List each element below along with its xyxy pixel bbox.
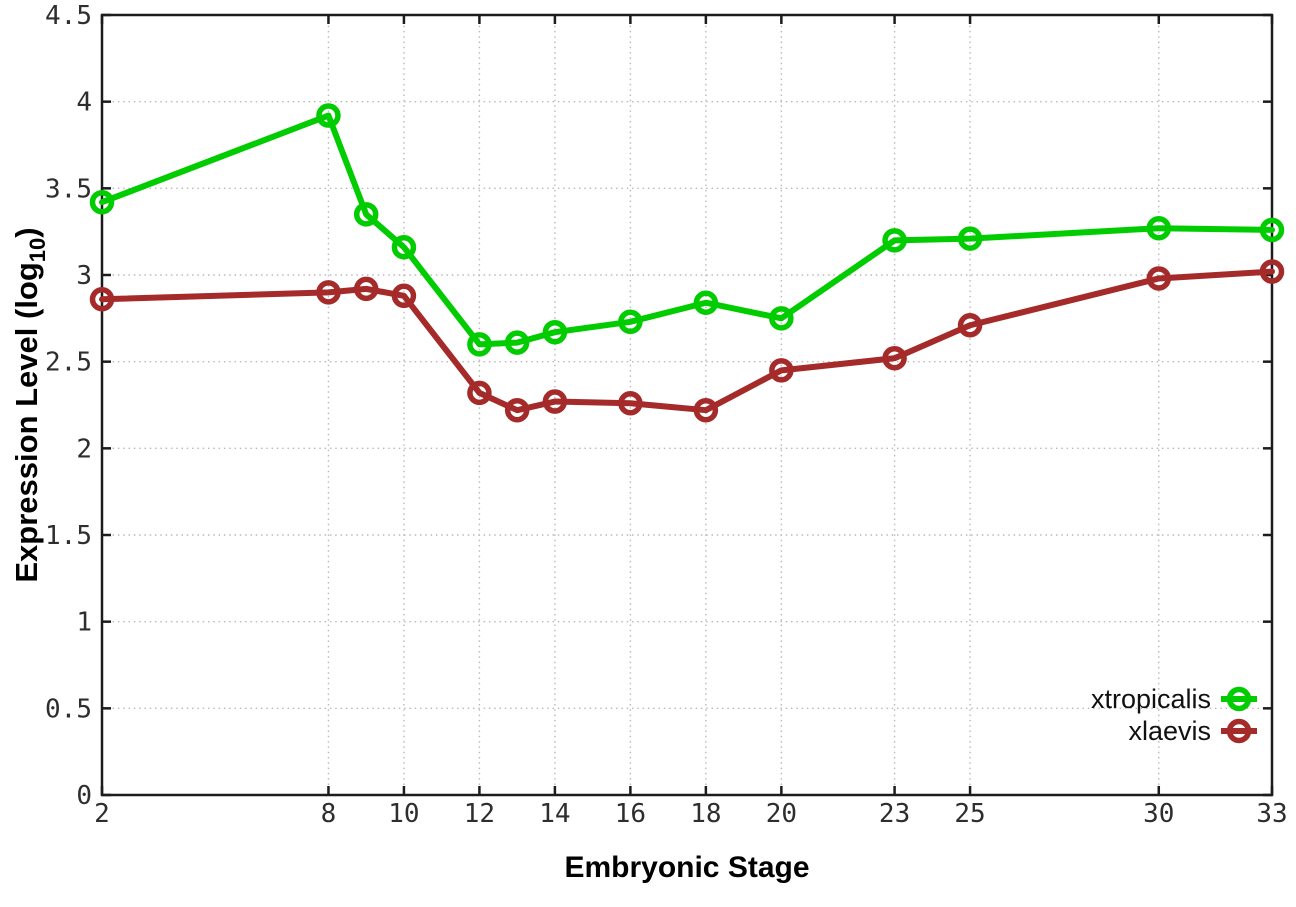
- x-tick-label: 12: [464, 799, 495, 829]
- data-point-xlaevis: [316, 280, 341, 305]
- data-point-xtropicalis: [1146, 215, 1172, 241]
- legend-label-xlaevis: xlaevis: [1128, 716, 1211, 746]
- x-tick-label: 2: [94, 799, 110, 829]
- tick-label-layer: 2 8 10 12 14 16 18 20 23 25 30 33 0 0.5 1 1.5 2 2.5 3 3.5 4 4…: [45, 1, 1288, 829]
- data-point-xlaevis: [882, 345, 907, 371]
- data-point-xtropicalis: [618, 309, 643, 335]
- y-tick-label: 4: [76, 88, 92, 118]
- data-point-xtropicalis: [542, 319, 568, 345]
- x-tick-label: 8: [321, 799, 337, 829]
- series-line-xlaevis: [99, 268, 1275, 414]
- x-tick-label: 10: [388, 799, 419, 829]
- data-point-xlaevis: [957, 313, 983, 338]
- legend-marker-xlaevis: [1226, 718, 1252, 744]
- legend-marker-xtropicalis: [1226, 686, 1252, 712]
- y-axis-title-subscript: 10: [25, 238, 50, 262]
- legend-item-xtropicalis: xtropicalis: [1091, 684, 1257, 714]
- y-tick-label: 1: [76, 608, 92, 638]
- y-tick-label: 0.5: [45, 694, 92, 724]
- data-point-xlaevis: [693, 397, 719, 423]
- data-point-xtropicalis: [769, 306, 794, 331]
- y-tick-label: 4.5: [45, 1, 92, 31]
- x-tick-label: 14: [539, 799, 570, 829]
- data-point-xlaevis: [391, 283, 417, 309]
- x-axis-title: Embryonic Stage: [564, 851, 809, 884]
- legend-label-xtropicalis: xtropicalis: [1091, 684, 1211, 714]
- data-point-xtropicalis: [693, 290, 719, 315]
- data-point-xlaevis: [618, 391, 643, 416]
- x-tick-label: 16: [615, 799, 646, 829]
- data-point-xtropicalis: [1259, 217, 1285, 243]
- y-tick-label: 2.5: [45, 348, 92, 378]
- data-point-xtropicalis: [504, 330, 530, 355]
- data-point-xlaevis: [467, 380, 492, 406]
- x-tick-label: 25: [954, 799, 985, 829]
- data-point-xtropicalis: [467, 332, 492, 357]
- data-point-xlaevis: [542, 389, 568, 414]
- plot-border: [100, 13, 1274, 797]
- series-layer: [89, 103, 1285, 423]
- y-axis-title: Expression Level (log10): [9, 227, 50, 582]
- data-point-xlaevis: [769, 358, 794, 383]
- y-tick-label: 2: [76, 434, 92, 464]
- x-tick-label: 20: [766, 799, 797, 829]
- x-tick-label: 33: [1256, 799, 1287, 829]
- data-point-xtropicalis: [957, 226, 983, 251]
- data-point-xtropicalis: [391, 235, 417, 260]
- y-axis-title-suffix: ): [9, 227, 44, 237]
- x-tick-label: 18: [690, 799, 721, 829]
- data-point-xtropicalis: [882, 228, 907, 253]
- y-tick-label: 1.5: [45, 521, 92, 551]
- data-point-xlaevis: [353, 276, 379, 302]
- data-point-xlaevis: [89, 287, 115, 312]
- axes-border-layer: [100, 13, 1274, 797]
- data-point-xlaevis: [1259, 259, 1285, 284]
- x-tick-label: 23: [879, 799, 910, 829]
- y-tick-label: 3.5: [45, 174, 92, 204]
- data-point-xtropicalis: [316, 103, 341, 128]
- y-tick-label: 0: [76, 781, 92, 811]
- series-line-xtropicalis: [99, 112, 1275, 348]
- data-point-xtropicalis: [353, 202, 379, 227]
- legend-item-xlaevis: xlaevis: [1128, 716, 1257, 746]
- data-point-xlaevis: [1146, 266, 1172, 291]
- y-axis-title-prefix: Expression Level (log: [9, 262, 44, 582]
- data-point-xlaevis: [504, 397, 530, 423]
- y-tick-label: 3: [76, 261, 92, 291]
- data-point-xtropicalis: [89, 189, 115, 215]
- x-tick-label: 30: [1143, 799, 1174, 829]
